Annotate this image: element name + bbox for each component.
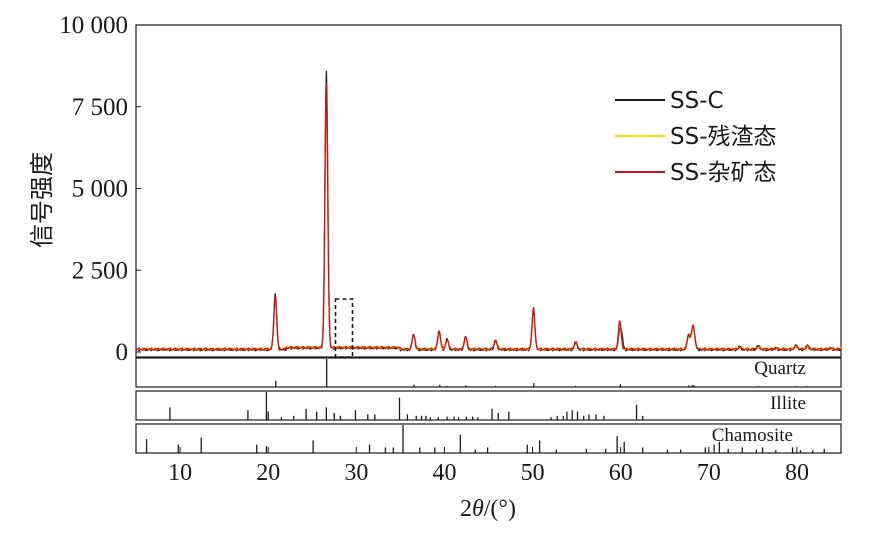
x-axis-ticks: 10 20 30 40 50 60 70 80 [168, 447, 809, 486]
series-line [135, 70, 842, 352]
y-tick-label: 0 [116, 339, 129, 366]
y-tick-label: 7 500 [72, 94, 128, 121]
reference-label: Quartz [754, 358, 806, 379]
x-tick-label: 70 [697, 460, 721, 486]
legend: SS-C SS-残渣态 SS-杂矿态 [615, 88, 777, 186]
x-axis-label: 2θ/(°) [460, 496, 516, 522]
x-tick-label: 40 [432, 460, 456, 486]
y-axis-label: 信号强度 [28, 152, 56, 248]
y-tick-label: 10 000 [59, 12, 128, 39]
reference-panels: Quartz Illite Chamosite [135, 357, 842, 454]
reference-frame [135, 390, 842, 421]
x-tick-label: 30 [344, 460, 368, 486]
legend-entry: SS-杂矿态 [670, 160, 777, 186]
reference-frame [135, 423, 842, 454]
x-axis-label-suffix: /(°) [484, 496, 516, 522]
x-axis-label-theta: θ [472, 496, 484, 522]
x-tick-label: 60 [609, 460, 633, 486]
reference-label: Illite [770, 393, 806, 414]
y-tick-label: 5 000 [72, 176, 128, 203]
x-tick-label: 20 [256, 460, 280, 486]
reference-frame [135, 357, 842, 388]
legend-entry: SS-C [670, 88, 724, 114]
x-tick-label: 10 [168, 460, 192, 486]
series-layer [135, 70, 842, 352]
series-line [135, 83, 842, 352]
y-axis-ticks: 0 2 500 5 000 7 500 10 000 [59, 12, 141, 366]
y-tick-label: 2 500 [72, 257, 128, 284]
reference-panel: Quartz [135, 357, 842, 388]
x-axis-label-prefix: 2 [460, 496, 472, 522]
reference-label: Chamosite [712, 425, 793, 446]
x-tick-label: 80 [785, 460, 809, 486]
zoom-dashed-box [334, 298, 354, 358]
legend-entry: SS-残渣态 [670, 124, 777, 150]
main-plot-frame [135, 24, 842, 358]
main-plot-panel: 0 2 500 5 000 7 500 10 000 SS-C SS-残渣态 SS-杂矿态 [59, 12, 842, 366]
reference-panel: Chamosite [135, 423, 842, 454]
x-tick-label: 50 [521, 460, 545, 486]
reference-panel: Illite [135, 390, 842, 421]
